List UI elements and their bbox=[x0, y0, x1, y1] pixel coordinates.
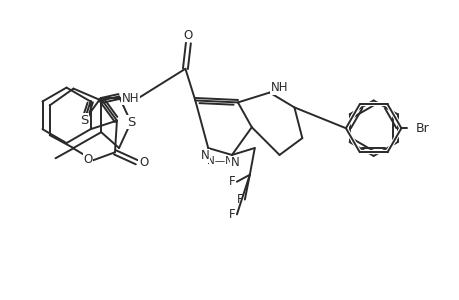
Text: O: O bbox=[183, 28, 193, 42]
Text: O: O bbox=[84, 153, 93, 166]
Text: NH: NH bbox=[270, 81, 288, 94]
Text: F: F bbox=[228, 175, 235, 188]
Text: F: F bbox=[236, 193, 243, 206]
Text: N: N bbox=[201, 149, 209, 162]
Text: F: F bbox=[228, 208, 235, 221]
Text: N: N bbox=[230, 156, 239, 170]
Text: S: S bbox=[127, 116, 135, 129]
Text: NH: NH bbox=[121, 92, 139, 105]
Text: O: O bbox=[139, 156, 148, 169]
Text: S: S bbox=[80, 114, 88, 127]
Text: N—N: N—N bbox=[207, 156, 233, 167]
Text: Br: Br bbox=[414, 122, 428, 135]
